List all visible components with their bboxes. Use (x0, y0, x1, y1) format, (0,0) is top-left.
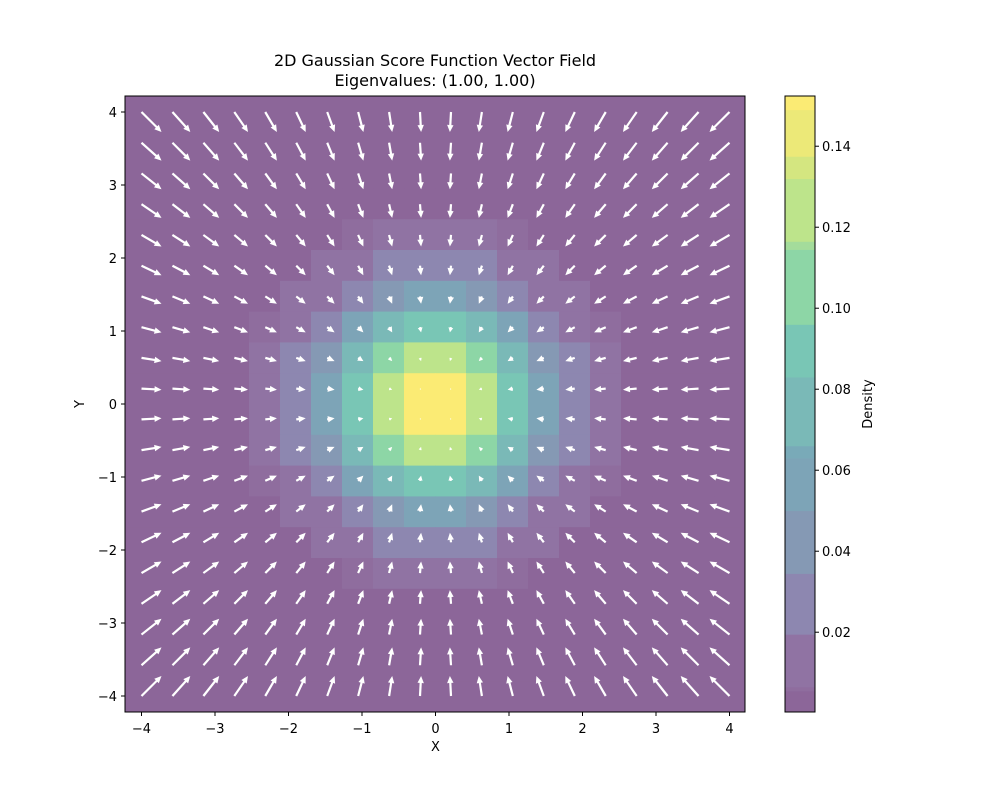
svg-text:−1: −1 (98, 471, 117, 486)
svg-text:0.02: 0.02 (822, 626, 851, 641)
score-vector-field (140, 111, 731, 697)
colorbar-ticks: 0.02 0.04 0.06 0.08 0.10 0.12 0.14 (815, 140, 851, 641)
density-heatmap (125, 96, 746, 713)
svg-text:−3: −3 (205, 722, 224, 737)
svg-text:0.04: 0.04 (822, 545, 851, 560)
colorbar-frame (784, 95, 816, 713)
svg-text:0.10: 0.10 (822, 302, 851, 317)
x-axis-label: X (431, 740, 440, 755)
x-axis-ticks: −4 −3 −2 −1 0 1 2 3 4 (132, 712, 734, 737)
svg-text:2: 2 (109, 252, 117, 267)
svg-text:0: 0 (431, 722, 439, 737)
svg-text:−3: −3 (98, 617, 117, 632)
svg-text:3: 3 (109, 179, 117, 194)
svg-text:3: 3 (652, 722, 660, 737)
svg-text:1: 1 (109, 325, 117, 340)
colorbar (785, 96, 815, 713)
colorbar-label: Density (861, 379, 876, 429)
svg-text:1: 1 (505, 722, 513, 737)
svg-text:0.14: 0.14 (822, 140, 851, 155)
svg-text:4: 4 (109, 106, 117, 121)
svg-text:−1: −1 (352, 722, 371, 737)
svg-text:−4: −4 (98, 690, 117, 705)
svg-text:−2: −2 (98, 544, 117, 559)
svg-text:0.06: 0.06 (822, 464, 851, 479)
y-axis-label: Y (73, 400, 88, 409)
svg-text:4: 4 (725, 722, 733, 737)
svg-text:0: 0 (109, 398, 117, 413)
svg-text:−2: −2 (279, 722, 298, 737)
svg-text:−4: −4 (132, 722, 151, 737)
svg-text:2: 2 (578, 722, 586, 737)
svg-text:0.08: 0.08 (822, 383, 851, 398)
chart-title-line1: 2D Gaussian Score Function Vector Field (273, 51, 597, 70)
y-axis-ticks: −4 −3 −2 −1 0 1 2 3 4 (98, 106, 125, 705)
chart-title-line2: Eigenvalues: (1.00, 1.00) (334, 71, 536, 90)
svg-text:0.12: 0.12 (822, 221, 851, 236)
